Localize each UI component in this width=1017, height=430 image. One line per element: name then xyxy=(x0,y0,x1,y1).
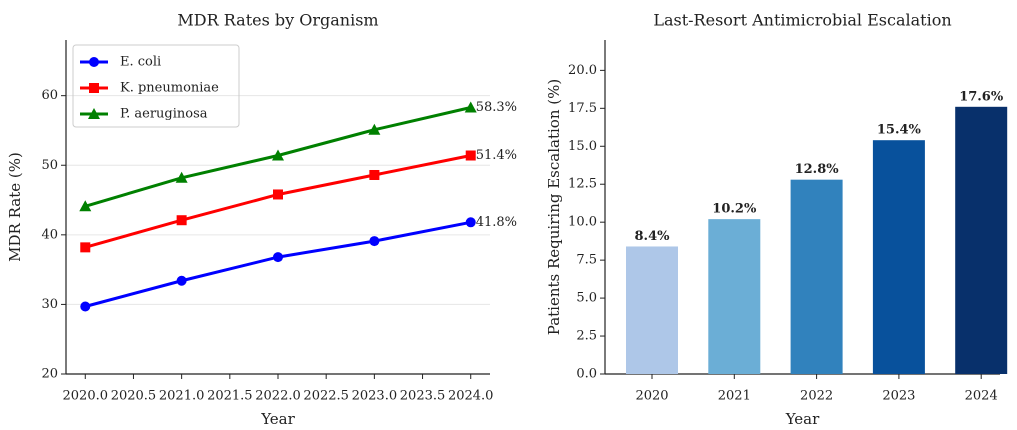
marker xyxy=(176,215,187,226)
x-tick-label: 2024 xyxy=(965,389,998,404)
y-tick-label: 20 xyxy=(41,367,58,382)
x-tick-label: 2024.0 xyxy=(448,389,494,404)
y-tick-label: 5.0 xyxy=(576,291,597,306)
y-tick-label: 0.0 xyxy=(576,367,597,382)
value-label: 10.2% xyxy=(712,202,757,217)
x-axis-label: Year xyxy=(785,410,820,428)
chart-title: Last-Resort Antimicrobial Escalation xyxy=(653,11,951,30)
y-tick-label: 10.0 xyxy=(568,215,597,230)
x-tick-label: 2021.5 xyxy=(207,389,253,404)
legend-box xyxy=(72,44,240,128)
marker xyxy=(80,301,91,312)
marker xyxy=(273,189,283,200)
y-tick-label: 40 xyxy=(41,227,58,242)
marker xyxy=(175,171,188,183)
marker xyxy=(272,149,284,161)
value-label: 51.4% xyxy=(476,148,517,163)
value-label: 58.3% xyxy=(476,100,517,115)
marker xyxy=(88,108,100,119)
x-tick-label: 2021.0 xyxy=(159,389,205,404)
x-tick-label: 2022 xyxy=(800,389,833,404)
bar xyxy=(872,140,925,374)
marker xyxy=(465,150,476,161)
marker xyxy=(80,242,91,253)
value-label: 17.6% xyxy=(959,89,1004,104)
x-tick-label: 2020 xyxy=(635,389,668,404)
bar xyxy=(790,179,843,374)
marker xyxy=(176,275,187,286)
y-axis-label: MDR Rate (%) xyxy=(6,152,24,262)
legend-label: P. aeruginosa xyxy=(120,107,208,122)
y-axis-label: Patients Requiring Escalation (%) xyxy=(545,79,563,335)
x-tick-label: 2023.5 xyxy=(400,389,446,404)
x-tick-label: 2022.0 xyxy=(255,389,301,404)
y-tick-label: 17.5 xyxy=(568,101,597,116)
x-tick-label: 2020.5 xyxy=(111,389,157,404)
y-tick-label: 2.5 xyxy=(576,329,597,344)
x-tick-label: 2020.0 xyxy=(63,389,109,404)
marker xyxy=(369,236,380,247)
x-axis-label: Year xyxy=(260,410,295,428)
bar xyxy=(955,106,1008,375)
value-label: 12.8% xyxy=(795,162,840,177)
x-tick-label: 2021 xyxy=(718,389,751,404)
y-tick-label: 20.0 xyxy=(568,63,597,78)
marker xyxy=(89,83,99,93)
x-tick-label: 2022.5 xyxy=(303,389,349,404)
chart-title: MDR Rates by Organism xyxy=(177,11,378,30)
x-tick-label: 2023.0 xyxy=(352,389,398,404)
marker xyxy=(79,200,92,212)
bar xyxy=(626,246,678,374)
value-label: 15.4% xyxy=(877,123,922,138)
value-label: 41.8% xyxy=(476,215,517,230)
marker xyxy=(369,169,380,180)
legend-label: E. coli xyxy=(120,55,161,70)
y-tick-label: 50 xyxy=(41,158,58,173)
y-tick-label: 60 xyxy=(41,88,58,103)
marker xyxy=(464,101,477,113)
x-tick-label: 2023 xyxy=(882,389,915,404)
marker xyxy=(368,123,381,135)
value-label: 8.4% xyxy=(635,229,671,244)
y-tick-label: 7.5 xyxy=(576,253,597,268)
y-tick-label: 12.5 xyxy=(568,177,597,192)
y-tick-label: 15.0 xyxy=(568,139,597,154)
marker xyxy=(273,252,283,263)
marker xyxy=(89,57,99,67)
legend-label: K. pneumoniae xyxy=(120,81,219,96)
marker xyxy=(465,217,476,228)
y-tick-label: 30 xyxy=(41,297,58,312)
bar xyxy=(708,219,761,374)
